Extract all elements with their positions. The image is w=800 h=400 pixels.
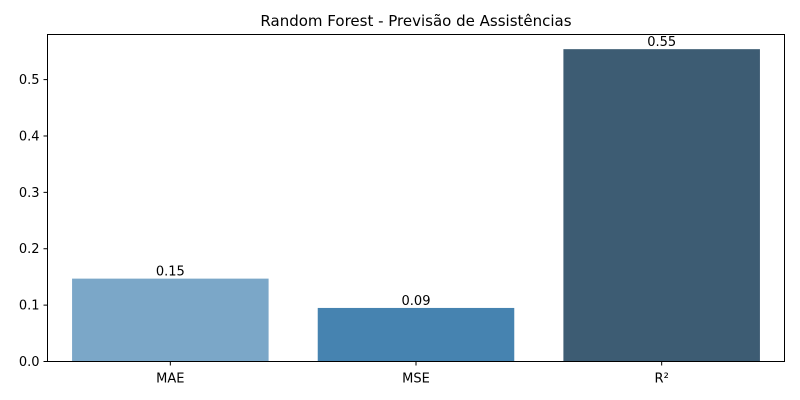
y-tick-label: 0.5 <box>19 73 40 88</box>
y-tick-label: 0.2 <box>19 242 40 257</box>
y-tick-label: 0.4 <box>19 129 40 144</box>
data-label: 0.55 <box>647 35 676 50</box>
bar-1 <box>317 307 515 362</box>
bar-2 <box>563 49 760 362</box>
bars-layer: 0.15 0.09 0.55 <box>72 35 760 362</box>
x-axis: MAE MSE R² <box>156 361 669 387</box>
y-tick-label: 0.3 <box>19 186 40 201</box>
x-tick-label: MSE <box>402 372 430 387</box>
x-tick-label: MAE <box>156 372 184 387</box>
y-axis: 0.0 0.1 0.2 0.3 0.4 0.5 <box>19 73 48 370</box>
data-label: 0.15 <box>156 265 185 280</box>
y-tick-label: 0.1 <box>19 299 40 314</box>
data-label: 0.09 <box>402 294 431 309</box>
bar-0 <box>72 278 269 362</box>
plot-frame <box>47 34 785 362</box>
chart-title: Random Forest - Previsão de Assistências <box>260 12 571 30</box>
x-tick-label: R² <box>655 372 669 387</box>
y-tick-label: 0.0 <box>19 355 40 370</box>
